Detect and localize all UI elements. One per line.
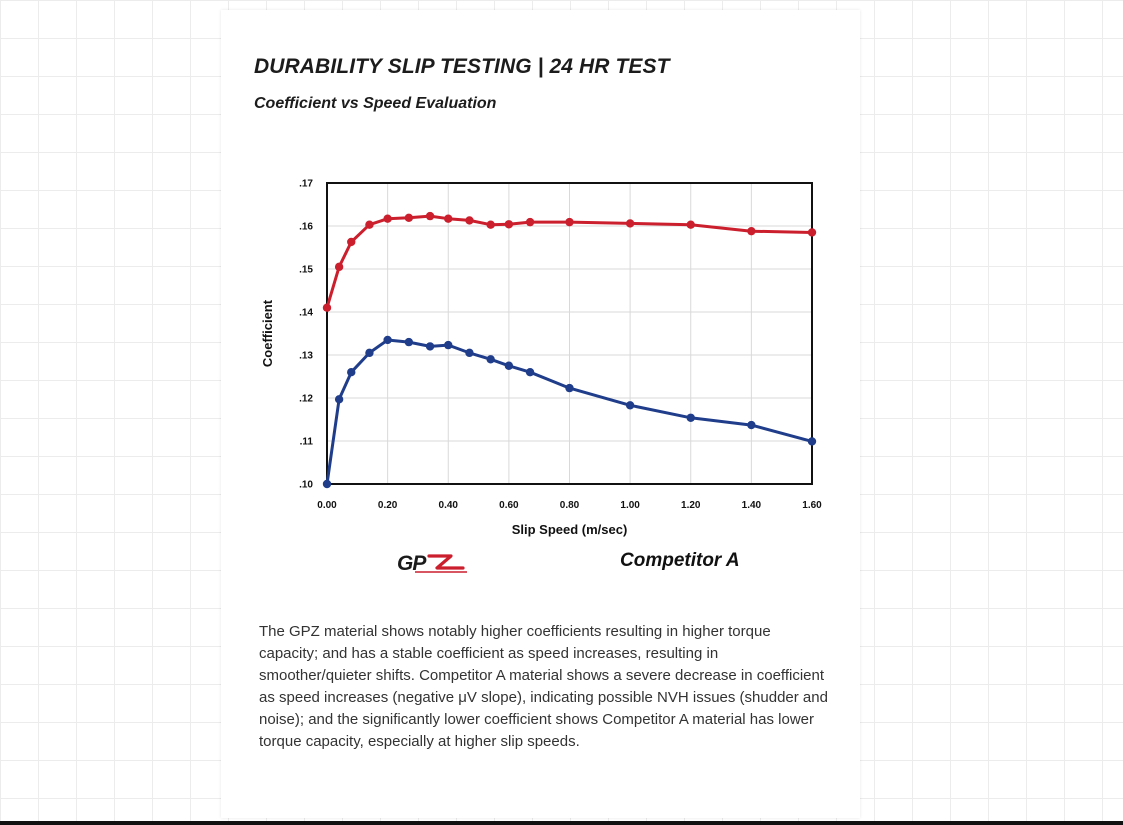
y-tick-label: .11 [300, 437, 314, 448]
x-tick-label: 1.20 [681, 500, 701, 511]
data-point [686, 413, 695, 422]
data-point [565, 383, 574, 393]
data-point [504, 361, 514, 370]
competitor-a-legend: Competitor A [620, 550, 740, 571]
page-subtitle: Coefficient vs Speed Evaluation [254, 95, 497, 112]
x-tick-label: 0.40 [439, 500, 459, 511]
data-point [486, 220, 495, 229]
chart-series [322, 211, 817, 489]
data-point [686, 220, 695, 229]
data-point [444, 340, 453, 350]
y-tick-label: .12 [299, 394, 313, 405]
data-point [565, 217, 574, 227]
data-point [322, 303, 332, 312]
data-point [625, 401, 635, 410]
y-tick-label: .10 [299, 480, 313, 491]
plot-frame [326, 182, 813, 485]
data-point [486, 355, 495, 364]
y-tick-label: .13 [299, 351, 313, 362]
y-tick-label: .16 [299, 222, 313, 233]
y-tick-labels: .10 .11 .12 .13 .14 .15 .16 .17 [299, 179, 313, 491]
data-point [465, 216, 474, 225]
data-point [747, 226, 756, 236]
x-tick-label: 1.60 [802, 500, 822, 511]
data-point [365, 220, 374, 229]
data-point [322, 479, 332, 489]
data-point [347, 368, 356, 377]
svg-text:GP: GP [397, 552, 427, 575]
data-point [347, 237, 356, 247]
x-axis-label: Slip Speed (m/sec) [512, 522, 628, 537]
page-title: DURABILITY SLIP TESTING | 24 HR TEST [254, 55, 670, 78]
data-point [425, 211, 435, 221]
x-tick-label: 0.00 [317, 500, 337, 511]
y-tick-label: .15 [299, 265, 313, 276]
x-tick-label: 0.20 [378, 500, 398, 511]
data-point [807, 228, 817, 237]
data-point [465, 348, 474, 358]
data-point [404, 213, 414, 223]
data-point [383, 335, 392, 345]
data-point [525, 368, 535, 377]
y-tick-label: .14 [299, 308, 313, 319]
x-tick-label: 0.80 [560, 500, 580, 511]
data-point [334, 395, 344, 404]
data-point [425, 342, 435, 351]
content-card: DURABILITY SLIP TESTING | 24 HR TEST Coe… [221, 10, 860, 818]
bottom-divider [0, 821, 1123, 825]
data-point [625, 219, 635, 228]
data-point [525, 217, 535, 227]
coefficient-chart: .10 .11 .12 .13 .14 .15 .16 .17 0.00 0.20 0.40 0.6… [260, 179, 822, 538]
data-point [383, 214, 392, 223]
data-point [365, 348, 374, 358]
chart-description: The GPZ material shows notably higher co… [259, 623, 828, 750]
x-tick-label: 1.40 [742, 500, 762, 511]
data-point [504, 220, 514, 229]
x-tick-label: 0.60 [499, 500, 519, 511]
data-point [404, 337, 414, 347]
data-point [334, 262, 344, 272]
y-axis-label: Coefficient [260, 299, 275, 367]
data-point [747, 420, 756, 430]
x-tick-labels: 0.00 0.20 0.40 0.60 0.80 1.00 1.20 1.40 1.60 [317, 500, 822, 511]
data-point [807, 437, 817, 446]
x-tick-label: 1.00 [620, 500, 640, 511]
chart-grid [326, 182, 813, 485]
y-tick-label: .17 [299, 179, 313, 190]
gpz-logo: GP [393, 550, 473, 581]
data-point [444, 214, 453, 223]
